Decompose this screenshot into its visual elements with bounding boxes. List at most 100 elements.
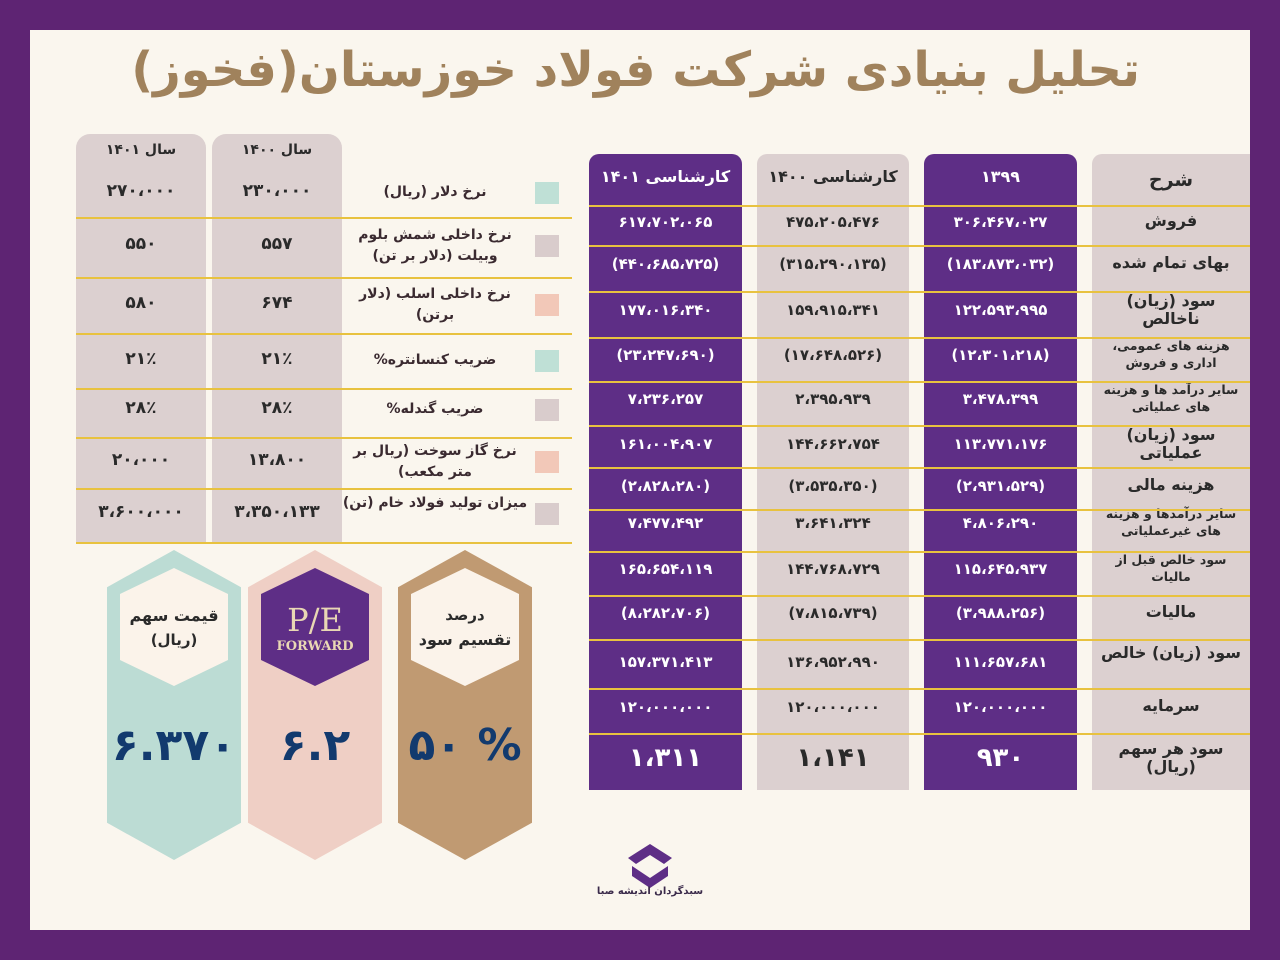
financial-row-label: سود (زیان) خالص (1101, 643, 1241, 662)
financial-cell: ۳،۶۴۱،۳۲۴ (795, 514, 871, 532)
financial-cell: (۷،۸۱۵،۷۳۹) (788, 604, 878, 622)
financial-row-label: بهای تمام شده (1112, 253, 1230, 272)
column-description: شرح فروش بهای تمام شده سود (زیان) ناخالص هز… (1092, 154, 1250, 790)
financial-row-label: سرمایه (1142, 696, 1200, 715)
share-price-badge: قیمت سهم (ریال) (120, 568, 228, 686)
assumptions-column-1401: سال ۱۴۰۱ ۲۷۰،۰۰۰ ۵۵۰ ۵۸۰ ۲۱٪ ۲۸٪ ۲۰،۰۰۰ ۳،۶۰۰،… (76, 134, 206, 544)
row-divider (589, 245, 1250, 247)
financial-cell: ۷،۴۷۷،۴۹۲ (627, 514, 704, 532)
assumption-value: ۲۳۰،۰۰۰ (242, 181, 312, 201)
assumption-value: ۲۱٪ (125, 349, 157, 369)
financial-cell: (۲،۹۳۱،۵۲۹) (955, 477, 1046, 495)
pe-forward-badge: P/E FORWARD (261, 568, 369, 686)
row-divider (589, 551, 1250, 553)
financial-cell: ۱،۳۱۱ (628, 743, 703, 773)
row-divider (589, 595, 1250, 597)
financial-row-label: سود (زیان) عملیاتی (1126, 425, 1216, 462)
row-divider (589, 509, 1250, 511)
assumption-label: نرخ دلار (ریال) (383, 184, 487, 200)
row-divider (589, 205, 1250, 207)
row-divider (589, 688, 1250, 690)
column-1401: کارشناسی ۱۴۰۱ ۶۱۷،۷۰۲،۰۶۵ (۴۴۰،۶۸۵،۷۲۵) ۱۷… (589, 154, 742, 790)
row-divider (589, 639, 1250, 641)
financial-row-label: هزینه های عمومی، اداری و فروش (1112, 338, 1230, 370)
assumption-divider (76, 488, 572, 490)
financial-cell: ۱۲۰،۰۰۰،۰۰۰ (953, 698, 1048, 716)
assumption-divider (76, 437, 572, 439)
financial-cell: (۴۴۰،۶۸۵،۷۲۵) (611, 255, 720, 273)
dividend-card: درصد تقسیم سود ۵۰ % (398, 550, 532, 860)
financial-cell: ۳۰۶،۴۶۷،۰۲۷ (953, 213, 1048, 231)
assumption-divider (76, 388, 572, 390)
pe-forward-value: ۶.۲ (279, 720, 351, 771)
financial-row-label: سایر درآمد ها و هزینه های عملیاتی (1103, 382, 1239, 414)
pe-label: P/E (287, 600, 343, 639)
pe-forward-card: P/E FORWARD ۶.۲ (248, 550, 382, 860)
assumption-label: نرخ داخلی شمش بلوم وبیلت (دلار بر تن) (358, 227, 512, 264)
assumption-label: نرخ گاز سوخت (ریال بر متر مکعب) (353, 443, 517, 480)
financial-row-label: مالیات (1145, 602, 1197, 621)
assumption-value: ۵۸۰ (125, 293, 157, 313)
assumption-value: ۱۳،۸۰۰ (247, 450, 307, 470)
financial-cell: (۲۳،۲۴۷،۶۹۰) (616, 346, 715, 364)
financial-cell: ۱۷۷،۰۱۶،۳۴۰ (618, 301, 713, 319)
financial-cell: (۲،۸۲۸،۲۸۰) (620, 477, 711, 495)
share-price-value: ۶.۳۷۰ (111, 720, 237, 771)
financial-row-label: هزینه مالی (1127, 475, 1215, 494)
financial-cell: (۳،۹۸۸،۲۵۶) (955, 604, 1046, 622)
financial-cell: ۱۴۴،۷۶۸،۷۲۹ (786, 560, 880, 578)
assumption-divider (76, 277, 572, 279)
column-1399: ۱۳۹۹ ۳۰۶،۴۶۷،۰۲۷ (۱۸۳،۸۷۳،۰۳۲) ۱۲۲،۵۹۳،۹۹۵… (924, 154, 1077, 790)
dividend-label: درصد (445, 605, 485, 624)
column-header-1401: کارشناسی ۱۴۰۱ (600, 167, 731, 186)
financial-cell: (۱۸۳،۸۷۳،۰۳۲) (946, 255, 1055, 273)
financial-cell: (۱۷،۶۴۸،۵۲۶) (783, 346, 883, 364)
assumption-label: نرخ داخلی اسلب (دلار برتن) (359, 286, 511, 323)
assumption-value: ۲۸٪ (261, 398, 293, 418)
assumption-label: ضریب گندله% (386, 401, 484, 417)
financial-cell: ۹۳۰ (976, 743, 1025, 773)
financial-cell: ۱۶۵،۶۵۴،۱۱۹ (618, 560, 713, 578)
dividend-sublabel: تقسیم سود (418, 629, 512, 649)
dividend-value: ۵۰ % (408, 720, 522, 771)
assumption-label: میزان تولید فولاد خام (تن) (342, 495, 528, 511)
forward-label: FORWARD (276, 638, 354, 654)
financial-cell: ۲،۳۹۵،۹۳۹ (795, 390, 871, 408)
row-divider (589, 733, 1250, 735)
financial-cell: ۱۲۰،۰۰۰،۰۰۰ (618, 698, 713, 716)
financial-row-label: سود خالص قبل از مالیات (1115, 552, 1227, 584)
share-price-card: قیمت سهم (ریال) ۶.۳۷۰ (107, 550, 241, 860)
financial-cell: (۳،۵۳۵،۳۵۰) (788, 477, 878, 495)
financial-cell: ۱،۱۴۱ (796, 743, 870, 773)
assumption-value: ۵۵۰ (125, 234, 157, 254)
financial-cell: ۱۴۴،۶۶۲،۷۵۴ (786, 435, 880, 453)
saba-logo-icon (628, 844, 672, 888)
share-price-unit: (ریال) (150, 630, 198, 649)
row-divider (589, 337, 1250, 339)
logo-text: سبدگردان اندیشه صبا (596, 886, 704, 897)
legend-swatch (535, 294, 559, 316)
page-title: تحلیل بنیادی شرکت فولاد خوزستان(فخوز) (131, 42, 1140, 98)
financial-cell: ۱۵۷،۳۷۱،۴۱۳ (618, 653, 713, 671)
financial-cell: ۷،۲۳۶،۲۵۷ (627, 390, 704, 408)
assumption-divider (76, 217, 572, 219)
share-price-label: قیمت سهم (129, 605, 219, 625)
assumption-value: ۳،۶۰۰،۰۰۰ (98, 502, 184, 522)
row-divider (589, 381, 1250, 383)
assumption-divider (76, 333, 572, 335)
financial-cell: ۱۲۲،۵۹۳،۹۹۵ (953, 301, 1048, 319)
assumption-value: ۲۰،۰۰۰ (111, 450, 171, 470)
financial-cell: ۳،۴۷۸،۳۹۹ (962, 390, 1039, 408)
column-header-1400: کارشناسی ۱۴۰۰ (768, 167, 898, 186)
assumptions-header-1400: سال ۱۴۰۰ (241, 142, 313, 158)
assumption-value: ۲۸٪ (125, 398, 157, 418)
column-1400: کارشناسی ۱۴۰۰ ۴۷۵،۲۰۵،۴۷۶ (۳۱۵،۲۹۰،۱۳۵) ۱۵… (757, 154, 909, 790)
financial-cell: ۱۲۰،۰۰۰،۰۰۰ (786, 698, 880, 716)
financial-cell: ۱۵۹،۹۱۵،۳۴۱ (786, 301, 880, 319)
dividend-badge: درصد تقسیم سود (411, 568, 519, 686)
financial-cell: ۱۱۵،۶۴۵،۹۳۷ (953, 560, 1048, 578)
financial-cell: (۳۱۵،۲۹۰،۱۳۵) (779, 255, 887, 273)
row-divider (589, 291, 1250, 293)
assumption-value: ۵۵۷ (261, 234, 293, 254)
assumptions-header-1401: سال ۱۴۰۱ (105, 142, 177, 158)
